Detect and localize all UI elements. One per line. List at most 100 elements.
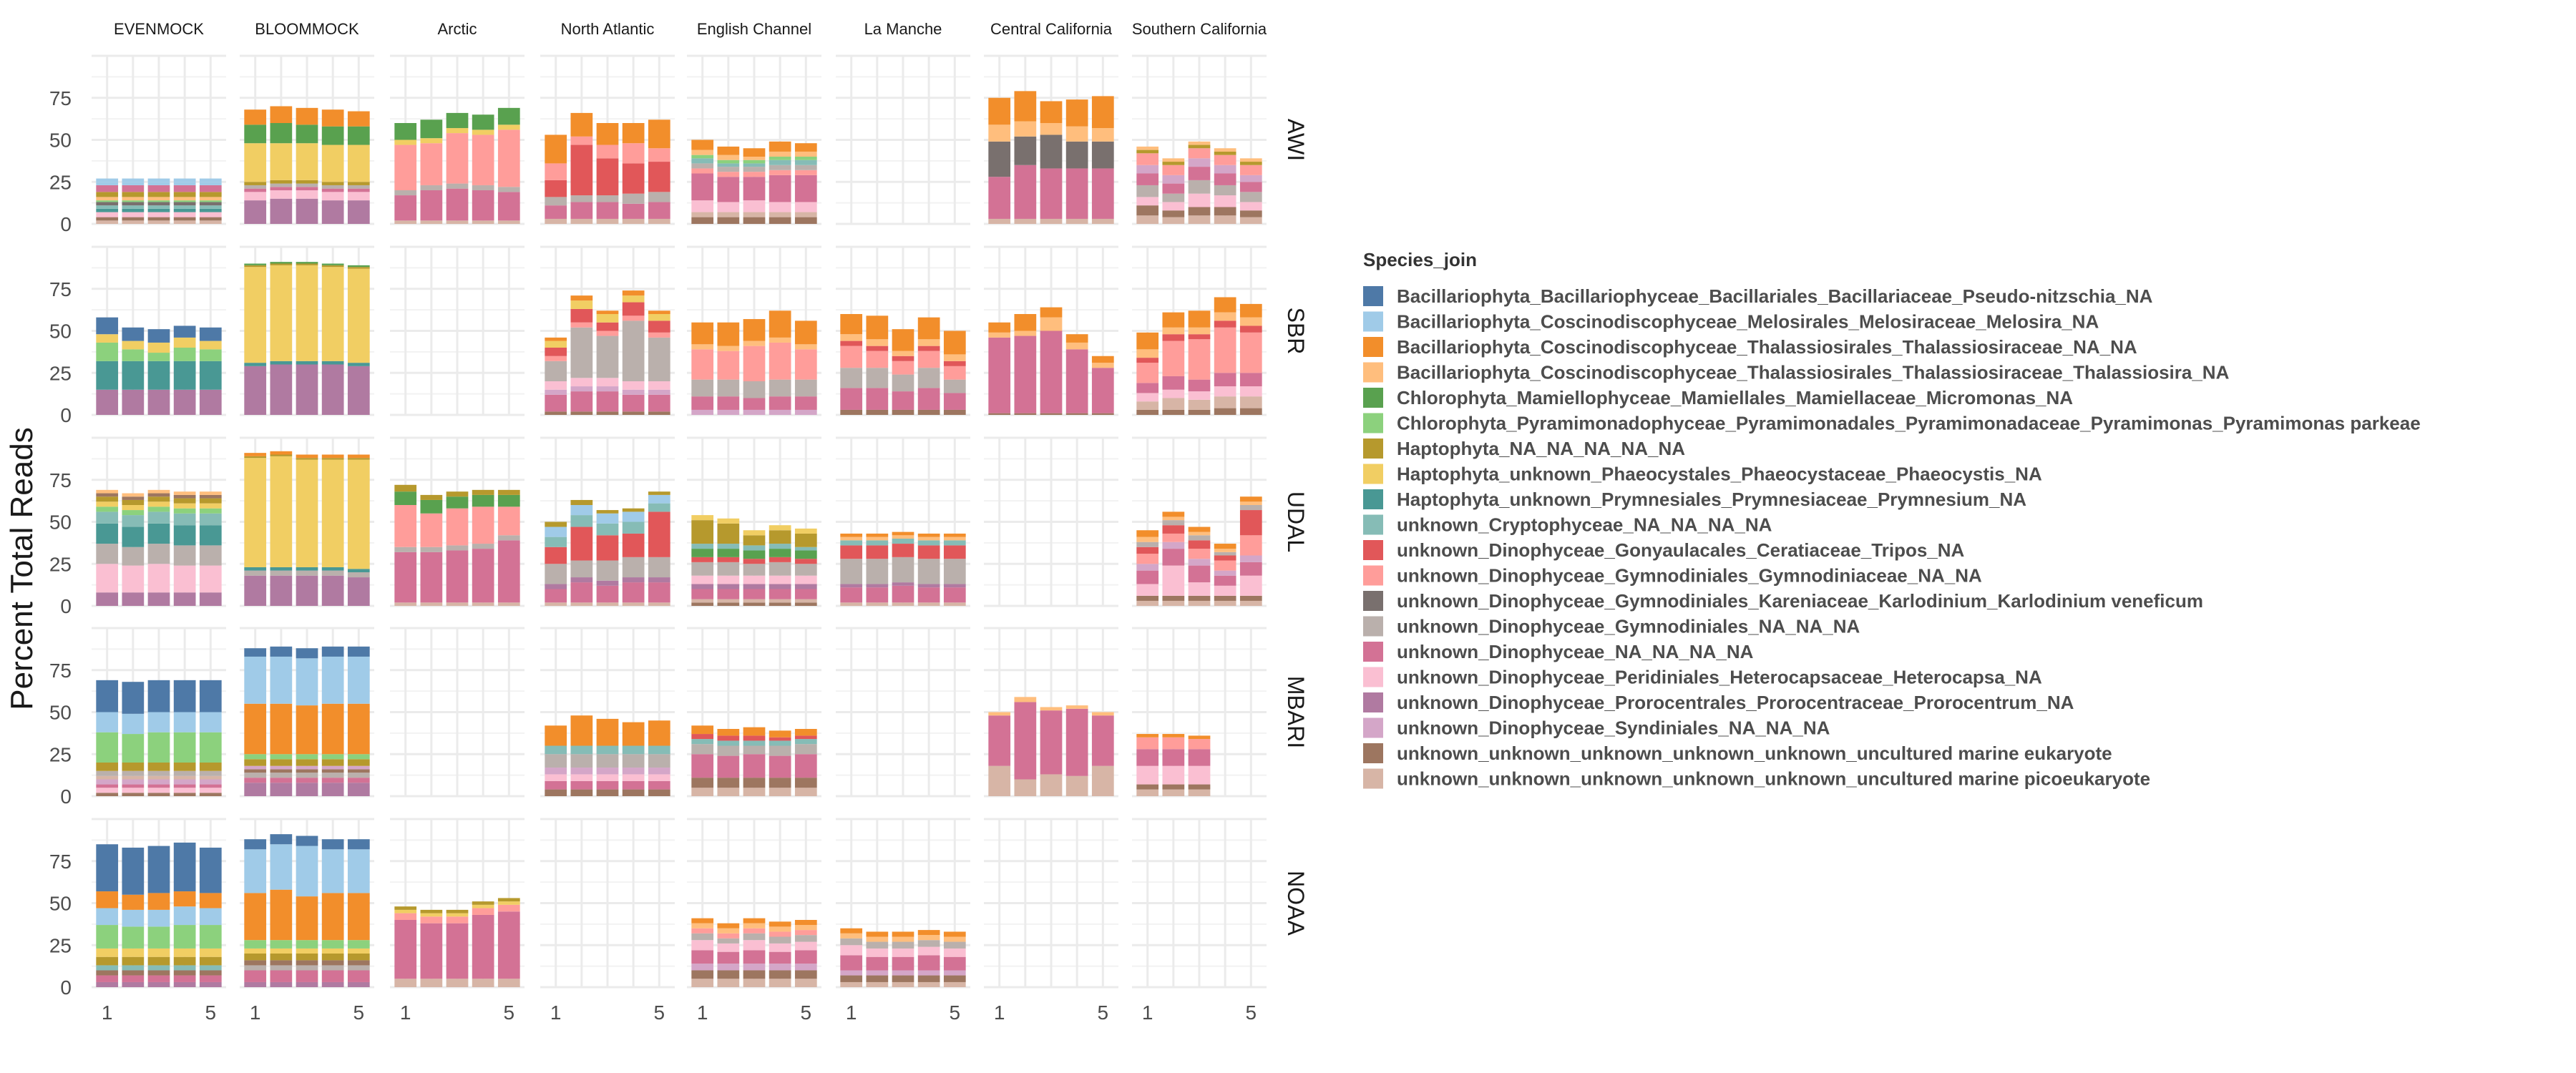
bar-segment-udal-la-manche-5 (943, 540, 966, 546)
bar-segment-sbr-southern-california-1 (1136, 332, 1159, 350)
bar-segment-noaa-evenmock-1 (96, 981, 119, 987)
bar-segment-noaa-bloommock-4 (321, 839, 344, 850)
bar-segment-sbr-la-manche-2 (866, 339, 889, 346)
bar-segment-udal-english-channel-5 (794, 602, 817, 606)
bar-segment-mbari-evenmock-5 (199, 784, 222, 788)
bar-segment-sbr-la-manche-2 (866, 368, 889, 388)
bar-segment-udal-la-manche-5 (943, 587, 966, 603)
bar-segment-sbr-southern-california-4 (1214, 312, 1236, 321)
bar-segment-mbari-bloommock-2 (270, 769, 293, 773)
bar-segment-mbari-bloommock-3 (296, 759, 318, 766)
bar-segment-noaa-evenmock-1 (96, 891, 119, 908)
bar-segment-noaa-bloommock-4 (321, 954, 344, 961)
legend-swatch (1363, 311, 1383, 332)
bar-segment-mbari-north-atlantic-5 (648, 720, 670, 746)
bar-segment-mbari-bloommock-5 (347, 754, 370, 760)
bar-segment-awi-southern-california-1 (1136, 205, 1159, 216)
bar-segment-udal-evenmock-4 (173, 503, 196, 509)
bar-segment-awi-english-channel-3 (743, 217, 766, 224)
bar-segment-udal-southern-california-5 (1239, 562, 1262, 576)
bar-segment-mbari-evenmock-4 (173, 784, 196, 788)
bar-segment-noaa-la-manche-4 (917, 940, 940, 947)
bar-segment-udal-southern-california-4 (1214, 549, 1236, 552)
bar-segment-mbari-southern-california-1 (1136, 789, 1159, 796)
bar-segment-noaa-evenmock-5 (199, 948, 222, 957)
bar-segment-sbr-english-channel-4 (769, 337, 791, 343)
bar-segment-awi-southern-california-1 (1136, 146, 1159, 150)
bar-segment-sbr-southern-california-4 (1214, 320, 1236, 328)
bar-segment-noaa-evenmock-1 (96, 975, 119, 982)
bar-segment-sbr-la-manche-2 (866, 351, 889, 368)
bar-segment-udal-bloommock-3 (296, 575, 318, 606)
column-strip-evenmock: EVENMOCK (114, 20, 204, 38)
bar-segment-udal-english-channel-2 (717, 523, 740, 544)
bar-segment-noaa-english-channel-2 (717, 933, 740, 939)
row-strip-awi: AWI (1283, 119, 1309, 161)
bar-segment-udal-english-channel-1 (691, 515, 714, 521)
bar-segment-awi-english-channel-5 (794, 157, 817, 160)
bar-segment-awi-english-channel-4 (769, 157, 791, 160)
bar-segment-udal-evenmock-3 (147, 544, 170, 564)
bar-segment-mbari-bloommock-1 (244, 765, 267, 770)
bar-segment-awi-english-channel-1 (691, 155, 714, 159)
bar-segment-noaa-arctic-4 (472, 904, 494, 908)
bar-segment-mbari-evenmock-5 (199, 793, 222, 796)
bar-segment-awi-bloommock-2 (270, 187, 293, 190)
bar-segment-awi-southern-california-5 (1239, 162, 1262, 165)
bar-segment-awi-southern-california-3 (1188, 141, 1211, 145)
bar-segment-sbr-english-channel-4 (769, 379, 791, 397)
bar-segment-awi-english-channel-5 (794, 160, 817, 165)
bar-segment-udal-southern-california-3 (1188, 531, 1211, 536)
legend-swatch (1363, 489, 1383, 509)
bar-segment-noaa-bloommock-2 (270, 960, 293, 966)
bar-segment-sbr-southern-california-3 (1188, 327, 1211, 335)
bar-segment-udal-english-channel-4 (769, 549, 791, 557)
bar-segment-sbr-north-atlantic-4 (622, 320, 645, 381)
bar-segment-udal-english-channel-5 (794, 528, 817, 534)
bar-segment-awi-bloommock-1 (244, 192, 267, 201)
bar-segment-awi-southern-california-2 (1162, 217, 1185, 224)
bar-segment-noaa-evenmock-5 (199, 908, 222, 926)
bar-segment-awi-bloommock-3 (296, 180, 318, 184)
bar-segment-udal-la-manche-5 (943, 602, 966, 606)
y-tick-label: 75 (49, 87, 72, 109)
bar-segment-udal-evenmock-3 (147, 592, 170, 606)
bar-segment-noaa-la-manche-3 (892, 970, 914, 976)
bar-segment-sbr-bloommock-3 (296, 364, 318, 415)
bar-segment-awi-north-atlantic-3 (596, 218, 619, 224)
bar-segment-awi-bloommock-4 (321, 192, 344, 201)
bar-segment-sbr-la-manche-2 (866, 346, 889, 351)
bar-segment-awi-north-atlantic-4 (622, 123, 645, 144)
bar-segment-noaa-evenmock-2 (122, 948, 145, 957)
bar-segment-noaa-la-manche-2 (866, 931, 889, 937)
bar-segment-noaa-arctic-5 (497, 901, 520, 905)
bar-segment-noaa-arctic-1 (394, 920, 417, 979)
bar-segment-mbari-north-atlantic-2 (570, 768, 593, 775)
bar-segment-sbr-la-manche-2 (866, 409, 889, 415)
bar-segment-awi-southern-california-5 (1239, 217, 1262, 224)
bar-segment-noaa-bloommock-1 (244, 893, 267, 941)
bar-segment-awi-evenmock-1 (96, 185, 119, 192)
bar-segment-awi-english-channel-1 (691, 163, 714, 169)
bar-segment-awi-evenmock-2 (122, 182, 145, 185)
bar-segment-awi-english-channel-4 (769, 165, 791, 170)
bar-segment-noaa-english-channel-4 (769, 951, 791, 964)
bar-segment-mbari-evenmock-2 (122, 682, 145, 714)
bar-segment-sbr-la-manche-5 (943, 379, 966, 393)
panel-awi-arctic (390, 54, 525, 225)
bar-segment-awi-bloommock-1 (244, 109, 267, 125)
bar-segment-mbari-bloommock-5 (347, 703, 370, 755)
bar-segment-awi-evenmock-1 (96, 217, 119, 221)
bar-segment-sbr-bloommock-4 (321, 361, 344, 365)
bar-segment-udal-north-atlantic-5 (648, 494, 670, 504)
bar-segment-noaa-english-channel-4 (769, 943, 791, 952)
bar-segment-udal-la-manche-3 (892, 531, 914, 536)
bar-segment-awi-central-california-5 (1091, 141, 1114, 169)
bar-segment-mbari-evenmock-3 (147, 788, 170, 793)
bar-segment-udal-evenmock-5 (199, 545, 222, 566)
bar-segment-mbari-bloommock-3 (296, 765, 318, 770)
bar-segment-mbari-english-channel-3 (743, 778, 766, 788)
bar-segment-mbari-bloommock-5 (347, 765, 370, 770)
bar-segment-mbari-bloommock-2 (270, 778, 293, 783)
bar-segment-sbr-north-atlantic-4 (622, 290, 645, 296)
